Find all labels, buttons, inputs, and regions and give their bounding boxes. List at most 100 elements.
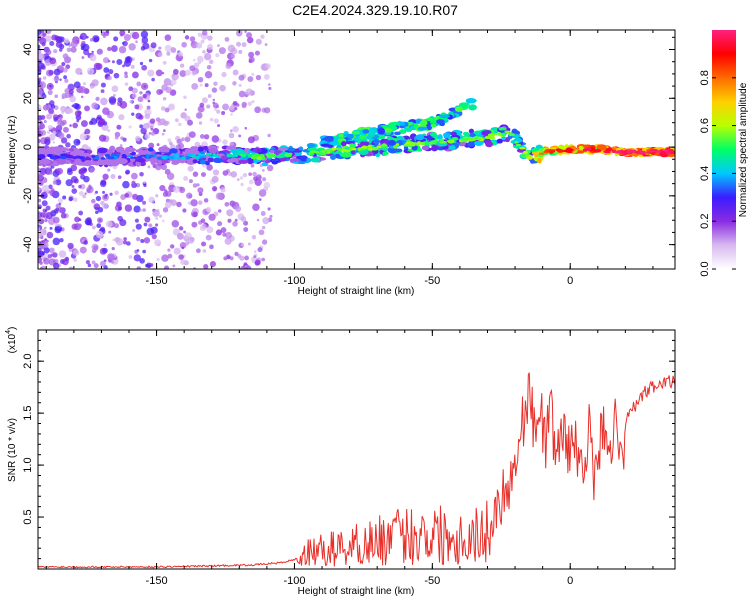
- noise-speckle: [232, 100, 238, 106]
- noise-speckle: [254, 259, 261, 266]
- ridge-blob: [252, 148, 258, 153]
- ridge-blob: [277, 147, 288, 151]
- noise-speckle: [132, 193, 139, 200]
- noise-speckle: [164, 34, 172, 42]
- noise-speckle: [230, 113, 233, 116]
- noise-speckle: [176, 138, 182, 144]
- x-tick-label: -150: [146, 275, 168, 287]
- noise-speckle: [182, 208, 187, 213]
- snr-scale-exponent: 4: [5, 330, 12, 334]
- noise-speckle: [208, 59, 214, 65]
- ridge-core: [94, 154, 99, 158]
- noise-speckle: [52, 180, 57, 185]
- colorbar-ticks: 0.0 0.2 0.4 0.6 0.8: [699, 70, 736, 277]
- noise-speckle: [52, 237, 61, 246]
- noise-speckle: [80, 46, 85, 50]
- ridge-blob: [115, 148, 124, 153]
- noise-speckle: [201, 241, 207, 247]
- spectrogram-panel: -150 -100 -50 0 -40 -20 0 20 40 Height of strai…: [7, 29, 676, 297]
- noise-speckle: [49, 172, 53, 175]
- noise-speckle: [62, 195, 67, 200]
- noise-speckle: [58, 206, 64, 213]
- noise-speckle: [196, 55, 204, 63]
- noise-speckle: [93, 36, 100, 43]
- ridge-core: [432, 139, 438, 144]
- noise-speckle: [79, 133, 87, 141]
- ridge-core: [268, 153, 277, 158]
- noise-speckle: [143, 222, 148, 227]
- ridge-blob: [496, 138, 503, 144]
- y-tick-label: 1.0: [22, 457, 34, 472]
- noise-speckle: [142, 249, 147, 254]
- noise-speckle: [86, 185, 94, 194]
- noise-speckle: [150, 127, 154, 131]
- noise-speckle: [38, 256, 42, 264]
- ridge-blob: [207, 157, 215, 163]
- noise-speckle: [245, 265, 252, 269]
- noise-speckle: [93, 245, 99, 251]
- noise-speckle: [54, 94, 59, 99]
- ridge-blob: [221, 155, 228, 160]
- noise-speckle: [238, 74, 245, 81]
- noise-speckle: [201, 97, 208, 104]
- noise-speckle: [171, 72, 179, 81]
- ridge-core: [646, 151, 651, 154]
- noise-speckle: [179, 242, 187, 249]
- noise-speckle: [155, 194, 159, 198]
- x-tick-label: -50: [424, 275, 440, 287]
- noise-speckle: [163, 129, 166, 132]
- x-tick-label: -150: [146, 575, 168, 587]
- noise-speckle: [63, 75, 68, 80]
- ridge-blob: [404, 135, 410, 140]
- noise-speckle: [216, 109, 221, 114]
- noise-speckle: [238, 134, 242, 138]
- noise-speckle: [240, 216, 247, 222]
- ridge-blob: [226, 158, 236, 163]
- noise-speckle: [131, 93, 137, 99]
- noise-speckle: [147, 69, 155, 77]
- noise-speckle: [251, 100, 255, 104]
- noise-speckle: [76, 119, 80, 123]
- noise-speckle: [199, 134, 205, 139]
- noise-speckle: [175, 118, 179, 123]
- snr-x-axis-label: Height of straight line (km): [298, 586, 415, 597]
- noise-speckle: [224, 37, 230, 42]
- spectrogram-y-axis-label: Frequency (Hz): [7, 116, 18, 185]
- ridge-core: [615, 150, 620, 154]
- ridge-blob: [307, 147, 318, 152]
- ridge-blob: [126, 147, 135, 153]
- noise-speckle: [58, 48, 63, 52]
- noise-speckle: [239, 265, 247, 269]
- spectrogram-y-ticks: -40 -20 0 20 40: [22, 36, 675, 258]
- ridge-core: [661, 151, 666, 154]
- ridge-core: [326, 151, 331, 154]
- ridge-blob: [578, 145, 584, 150]
- ridge-blob: [349, 143, 355, 149]
- noise-speckle: [91, 50, 94, 54]
- noise-speckle: [137, 96, 144, 103]
- noise-speckle: [248, 51, 255, 58]
- ridge-blob: [90, 161, 96, 166]
- noise-speckle: [202, 50, 206, 54]
- noise-speckle: [105, 30, 110, 34]
- noise-speckle: [247, 242, 251, 246]
- noise-speckle: [181, 41, 187, 48]
- noise-speckle: [49, 40, 55, 47]
- noise-speckle: [40, 64, 46, 70]
- ridge-blob: [430, 132, 437, 137]
- noise-speckle: [222, 170, 229, 176]
- noise-speckle: [38, 232, 43, 239]
- ridge-core: [351, 147, 357, 151]
- noise-speckle: [74, 216, 80, 223]
- noise-speckle: [100, 97, 108, 106]
- ridge-core: [508, 132, 514, 137]
- ridge-blob: [287, 147, 296, 152]
- x-tick-label: -50: [424, 575, 440, 587]
- noise-speckle: [141, 64, 148, 71]
- branch-blob: [430, 123, 437, 128]
- noise-speckle: [268, 83, 271, 86]
- ridge-blob: [576, 150, 585, 154]
- ridge-core: [626, 150, 631, 154]
- colorbar-tick-label: 0.4: [699, 166, 711, 181]
